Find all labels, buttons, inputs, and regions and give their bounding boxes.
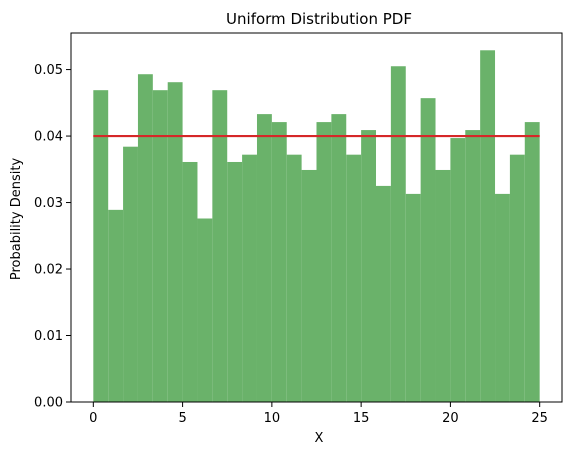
x-tick-label: 25 xyxy=(531,411,548,426)
histogram-bar xyxy=(242,154,257,402)
histogram-bar xyxy=(182,161,198,402)
y-tick-label: 0.02 xyxy=(34,263,63,278)
histogram-bar xyxy=(256,114,272,402)
histogram-bar xyxy=(390,66,406,403)
histogram-bar xyxy=(331,114,347,402)
x-tick-label: 0 xyxy=(89,411,97,426)
histogram-bar xyxy=(93,90,109,402)
x-tick-label: 5 xyxy=(178,411,186,426)
y-axis-ticks: 0.00 0.01 0.02 0.03 0.04 0.05 xyxy=(34,63,71,411)
histogram-bar xyxy=(212,90,228,402)
histogram-bars xyxy=(93,50,540,403)
histogram-bar xyxy=(524,122,540,402)
histogram-bar xyxy=(197,218,213,402)
histogram-bar xyxy=(108,209,124,402)
histogram-bar xyxy=(152,90,168,402)
histogram-bar xyxy=(271,122,287,402)
histogram-bar xyxy=(316,122,332,402)
y-tick-label: 0.03 xyxy=(34,196,63,211)
histogram-bar xyxy=(301,169,317,402)
histogram-bar xyxy=(227,161,243,402)
histogram-bar xyxy=(137,74,153,402)
y-axis-label: Probability Density xyxy=(9,158,24,281)
y-tick-label: 0.00 xyxy=(34,396,63,411)
x-tick-label: 10 xyxy=(264,411,281,426)
x-tick-label: 15 xyxy=(353,411,370,426)
chart-title: Uniform Distribution PDF xyxy=(226,10,412,28)
y-tick-label: 0.05 xyxy=(34,63,63,78)
y-tick-label: 0.01 xyxy=(34,329,63,344)
histogram-bar xyxy=(495,193,510,402)
histogram-bar xyxy=(435,169,451,402)
y-tick-label: 0.04 xyxy=(34,130,63,145)
x-axis-ticks: 0 5 10 15 20 25 xyxy=(89,402,548,426)
histogram-bar xyxy=(376,185,391,402)
histogram-bar xyxy=(420,98,436,403)
histogram-bar xyxy=(450,138,466,402)
histogram-bar xyxy=(167,82,183,402)
histogram-bar xyxy=(465,130,481,403)
histogram-bar xyxy=(480,50,496,402)
x-axis-label: X xyxy=(315,431,324,446)
plot-frame xyxy=(70,32,563,403)
histogram-bar xyxy=(509,154,525,402)
histogram-bar xyxy=(361,130,377,403)
histogram-bar xyxy=(123,146,138,402)
histogram-bar xyxy=(346,154,362,402)
x-tick-label: 20 xyxy=(442,411,459,426)
histogram-bar xyxy=(286,154,302,402)
histogram-bar xyxy=(405,193,421,402)
